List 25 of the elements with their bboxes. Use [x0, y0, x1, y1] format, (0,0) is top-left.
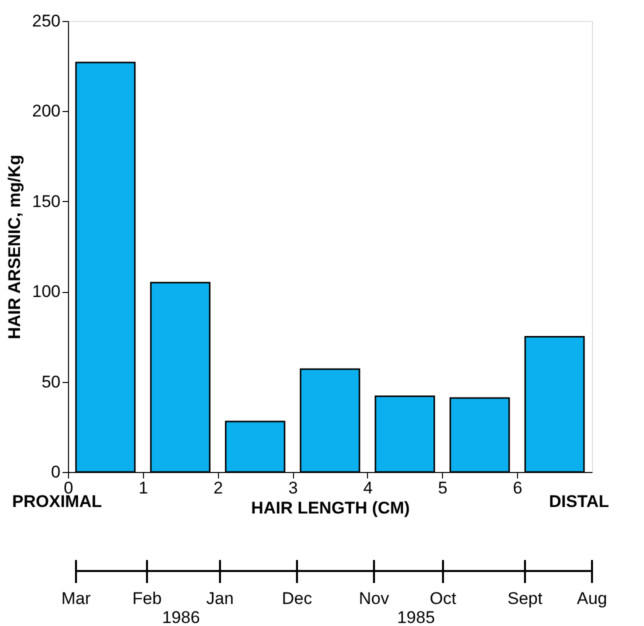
y-tick-label: 0 — [51, 462, 60, 482]
text: Feb — [132, 589, 162, 608]
y-axis-title: HAIR ARSENIC, mg/Kg — [5, 154, 24, 340]
x-tick-label: 6 — [512, 478, 522, 498]
text: Dec — [282, 589, 313, 608]
y-tick-label: 250 — [32, 12, 60, 30]
x-tick-label: 2 — [213, 478, 223, 498]
x-tick-label: 1 — [138, 478, 148, 498]
text: Sept — [508, 589, 543, 608]
x-tick-label: 4 — [363, 478, 373, 498]
y-tick-label: 150 — [32, 192, 60, 211]
text: Aug — [576, 589, 608, 608]
text: Mar — [61, 589, 91, 608]
text: 1986 — [162, 608, 200, 626]
x-axis-title: HAIR LENGTH (CM) — [251, 498, 410, 518]
x-tick-label: 3 — [288, 478, 298, 498]
y-tick-label: 50 — [42, 372, 60, 392]
text: Nov — [358, 589, 390, 608]
text: DISTAL — [548, 492, 610, 511]
y-tick-label: 100 — [32, 282, 60, 302]
text: 1985 — [397, 608, 435, 626]
text: Oct — [430, 589, 456, 608]
text: Jan — [206, 589, 234, 608]
x-tick-label: 5 — [438, 478, 448, 498]
y-tick-label: 200 — [32, 102, 60, 121]
